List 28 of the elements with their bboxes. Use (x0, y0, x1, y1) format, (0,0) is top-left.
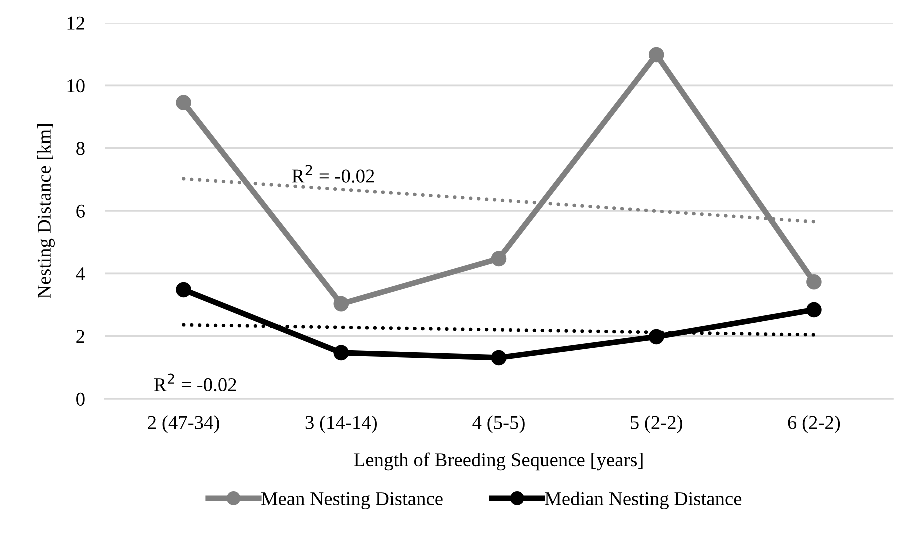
y-axis-title: Nesting Distance [km] (37, 124, 55, 298)
y-tick-label: 6 (76, 204, 85, 218)
x-tick-label: 3 (14-14) (306, 416, 377, 434)
point (806, 274, 822, 290)
x-tick-label: 6 (2-2) (788, 416, 840, 434)
y-tick-label: 12 (68, 16, 84, 30)
x-tick-label: 4 (5-5) (472, 416, 525, 434)
x-axis-title: Length of Breeding Sequence [years] (354, 452, 643, 471)
y-tick-label: 10 (68, 79, 85, 93)
point (648, 47, 664, 63)
legend-label: Median Nesting Distance (545, 492, 742, 510)
x-tick-label: 5 (2-2) (631, 416, 682, 434)
point (491, 251, 507, 267)
point (176, 282, 192, 298)
point (334, 296, 350, 312)
y-tick-label: 8 (76, 142, 85, 156)
point (648, 329, 664, 345)
y-tick-label: 4 (76, 268, 86, 280)
x-tick-label: 2 (47-34) (148, 416, 220, 434)
annotation: R$^{2}$ = -0.02 (292, 165, 374, 183)
y-tick-label: 0 (76, 392, 85, 406)
legend-label: Mean Nesting Distance (262, 492, 443, 510)
y-tick-label: 2 (76, 330, 84, 344)
point (334, 345, 350, 361)
annotation: R$^{2}$ = -0.02 (154, 374, 236, 392)
point (176, 95, 192, 111)
point (491, 350, 507, 366)
point (806, 302, 822, 318)
